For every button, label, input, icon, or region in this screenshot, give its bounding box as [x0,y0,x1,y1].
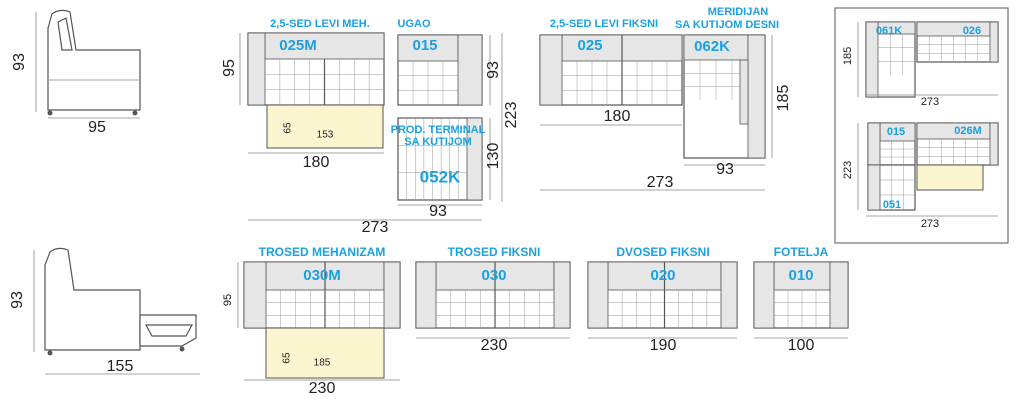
armrest [415,261,437,329]
layout-code: 026M [954,125,982,137]
armrest [829,261,849,329]
module-width: 230 [481,337,508,354]
sleeping-bed [265,327,385,379]
module-depth: 130 [485,143,502,170]
armrest [247,32,266,106]
armrest [865,21,879,98]
meridian-total-width: 273 [647,174,674,191]
armrest [867,164,881,211]
side-height: 93 [9,291,26,309]
sofa-module [753,261,849,329]
module-width: 190 [650,337,677,354]
sofa-module [916,122,999,166]
layout-code: 015 [887,126,905,138]
side-height: 93 [11,53,28,71]
module-code: 020 [650,267,675,284]
module-label: TROSED FIKSNI [448,245,541,259]
module-code: 030 [481,267,506,284]
module-code: 062K [694,38,730,55]
armrest [587,261,609,329]
module-code: 025 [577,37,602,54]
bed-length: 185 [314,358,331,369]
sofa-module [247,32,385,106]
module-width: 93 [429,203,447,220]
module-depth: 185 [775,85,792,112]
armrest [867,122,881,166]
armrest [989,122,999,166]
sofa-module [397,34,483,106]
module-code: 010 [788,267,813,284]
armrest [720,261,738,329]
module-label: FOTELJA [774,245,829,259]
module-code: 030M [303,267,341,284]
armrest [466,117,483,201]
side-view [35,9,141,119]
backrest [683,34,749,61]
sofa-module [587,261,738,329]
module-width: 93 [716,161,734,178]
armrest [989,21,999,63]
backrest [397,34,459,62]
module-depth: 95 [222,294,234,306]
side-view [33,247,200,375]
module-label: 2,5-SED LEVI MEH. [270,18,370,30]
module-depth: 93 [485,61,502,79]
module-label: DVOSED FIKSNI [616,245,709,259]
module-width: 180 [604,108,631,125]
sofa-module [867,164,916,211]
layout-width: 273 [921,96,939,108]
module-label: UGAO [398,18,431,30]
box-panel [739,59,749,125]
layout-code: 051 [883,199,901,211]
backrest [264,32,385,60]
corner-width: 273 [362,219,389,236]
module-depth: 95 [221,59,238,77]
bed-depth: 65 [283,122,294,134]
module-code: 025M [279,37,317,54]
layout-code: 026 [963,25,981,37]
module-code: 015 [412,37,437,54]
corner-depth: 223 [503,102,520,129]
module-label: SA KUTIJOM [404,136,471,148]
module-label: TROSED MEHANIZAM [259,245,386,259]
module-code: 052K [420,167,461,186]
backrest [773,261,831,291]
module-width: 230 [309,380,336,397]
layout-frame [834,7,1009,244]
armrest [747,34,766,159]
side-depth: 95 [88,119,106,136]
layout-width: 273 [921,218,939,230]
sofa-module [539,34,683,106]
side-depth: 155 [107,358,134,375]
sofa-module [683,34,766,159]
armrest [383,261,401,329]
sofa-module [415,261,571,329]
armrest [539,34,563,106]
module-label: MERIDIJAN [708,6,769,18]
shapes [237,21,999,381]
module-label: PROD. TERMINAL [391,124,486,136]
bed-length: 153 [317,130,334,141]
armrest [553,261,571,329]
sleeping-bed [916,164,984,191]
sofa-module [916,21,999,63]
bed-depth: 65 [282,352,293,364]
module-label: 2,5-SED LEVI FIKSNI [550,18,658,30]
module-width: 100 [788,337,815,354]
sleeping-bed [266,104,384,149]
module-label: SA KUTIJOM DESNI [675,19,779,31]
layout-code: 061K [876,25,902,37]
layout-depth: 185 [842,47,854,65]
armrest [753,261,775,329]
armrest [243,261,267,329]
module-width: 180 [303,154,330,171]
layout-depth: 223 [842,161,854,179]
armrest [457,34,483,106]
sofa-module [243,261,401,329]
sofa-module [865,21,916,98]
sofa-module [397,117,483,201]
